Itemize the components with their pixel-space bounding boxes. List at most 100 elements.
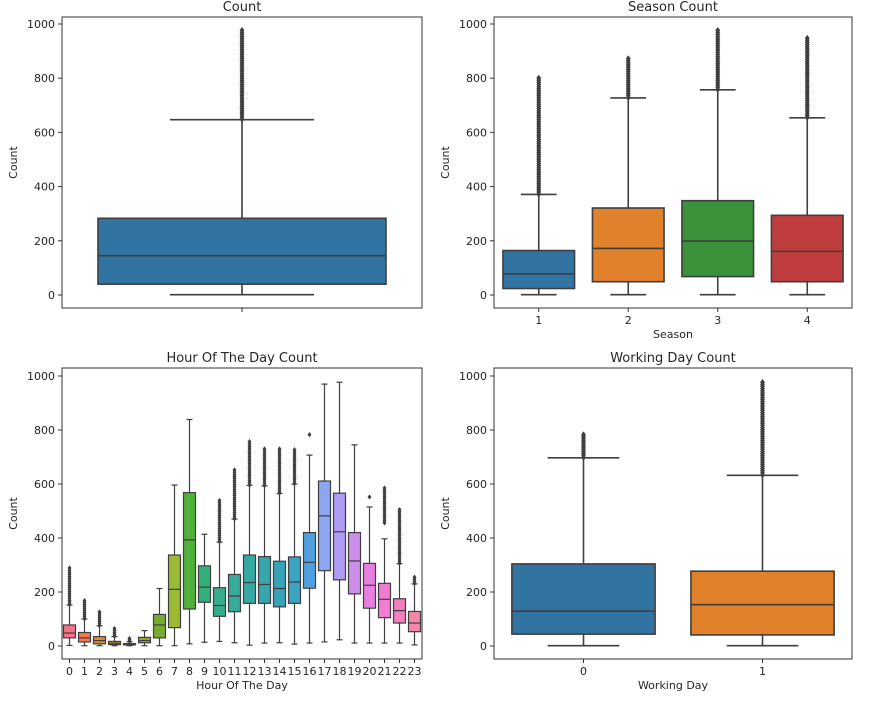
y-tick-label: 0 xyxy=(48,289,55,302)
box-2 xyxy=(591,55,665,296)
y-tick-label: 200 xyxy=(34,586,55,599)
y-tick-label: 800 xyxy=(466,72,487,85)
chart-title: Count xyxy=(223,0,262,15)
y-tick-label: 600 xyxy=(34,478,55,491)
box-body xyxy=(681,199,755,278)
box-body xyxy=(272,560,287,608)
x-tick-label: 19 xyxy=(348,665,362,678)
box-3 xyxy=(107,625,122,647)
box-body xyxy=(62,624,77,639)
box-9 xyxy=(197,533,212,643)
box-23 xyxy=(407,574,422,646)
box-body xyxy=(770,214,844,283)
box-2 xyxy=(92,609,107,647)
x-tick-label: 7 xyxy=(171,665,178,678)
box-18 xyxy=(332,381,347,641)
outlier-point xyxy=(397,507,402,513)
x-tick-label: 10 xyxy=(213,665,227,678)
box-body xyxy=(377,582,392,619)
outlier-point xyxy=(715,27,721,34)
box-11 xyxy=(227,467,242,644)
y-tick-label: 400 xyxy=(466,532,487,545)
box-body xyxy=(77,631,92,643)
outlier-point xyxy=(247,439,252,445)
box-19 xyxy=(347,444,362,644)
y-axis-label: Count xyxy=(7,145,20,178)
axes-frame xyxy=(61,367,423,660)
y-tick-label: 0 xyxy=(480,289,487,302)
x-tick-label: 21 xyxy=(378,665,392,678)
box-1 xyxy=(502,74,576,296)
box-0 xyxy=(62,565,77,647)
panel-working-day-count: Working Day Count 0 200 400 600 800 1000 Count 0… xyxy=(439,351,853,692)
box-21 xyxy=(377,485,392,644)
chart-title: Season Count xyxy=(628,0,718,15)
panel-hour-of-the-day-count: Hour Of The Day Count02004006008001000Co… xyxy=(7,351,423,692)
x-tick-label: 1 xyxy=(535,314,542,327)
outlier-point xyxy=(112,625,117,632)
box-20 xyxy=(362,494,377,644)
box-1 xyxy=(690,379,835,647)
x-axis-label: Season xyxy=(653,328,693,341)
box-5 xyxy=(137,630,152,647)
box-10 xyxy=(212,497,227,643)
box-body xyxy=(227,573,242,613)
y-axis-label: Count xyxy=(439,145,452,178)
y-tick-label: 600 xyxy=(34,126,55,139)
x-tick-label: 16 xyxy=(303,665,317,678)
outlier-point xyxy=(382,485,387,491)
outlier-point xyxy=(760,379,765,386)
outlier-point xyxy=(367,494,372,500)
x-tick-label: 9 xyxy=(201,665,208,678)
outlier-point xyxy=(292,447,297,453)
outlier-point xyxy=(97,609,102,615)
x-tick-label: 4 xyxy=(126,665,133,678)
x-tick-label: 13 xyxy=(258,665,272,678)
outlier-point xyxy=(804,34,810,42)
y-tick-label: 800 xyxy=(34,424,55,437)
x-axis-label: Working Day xyxy=(638,679,709,692)
y-tick-label: 400 xyxy=(34,181,55,194)
box-body xyxy=(511,563,656,635)
y-tick-label: 1000 xyxy=(27,370,55,383)
outlier-point xyxy=(217,497,222,504)
box-8 xyxy=(182,418,197,645)
box-12 xyxy=(242,439,257,646)
y-tick-label: 200 xyxy=(466,586,487,599)
box-4 xyxy=(770,34,844,296)
box-body xyxy=(502,249,576,290)
x-tick-label: 12 xyxy=(243,665,257,678)
x-axis-label: Hour Of The Day xyxy=(196,679,288,692)
box-6 xyxy=(152,587,167,647)
box-7 xyxy=(167,484,182,647)
x-tick-label: 18 xyxy=(333,665,347,678)
y-tick-label: 200 xyxy=(34,235,55,248)
y-tick-label: 1000 xyxy=(459,18,487,31)
y-axis-label: Count xyxy=(7,496,20,529)
box-13 xyxy=(257,446,272,644)
box-body xyxy=(152,613,167,639)
axes-frame xyxy=(61,16,423,309)
y-tick-label: 400 xyxy=(466,181,487,194)
box-body xyxy=(347,531,362,595)
box-body xyxy=(182,492,197,610)
x-tick-label: 20 xyxy=(363,665,377,678)
box-body xyxy=(197,565,212,603)
outlier-point xyxy=(232,467,237,473)
box-body xyxy=(287,556,302,604)
x-tick-label: 2 xyxy=(96,665,103,678)
x-tick-label: 8 xyxy=(186,665,193,678)
x-tick-label: 14 xyxy=(273,665,287,678)
box-body xyxy=(690,570,835,636)
x-tick-label: 3 xyxy=(714,314,721,327)
outlier-point xyxy=(277,446,282,452)
x-tick-label: 0 xyxy=(580,665,587,678)
outlier-point xyxy=(581,431,586,438)
y-tick-label: 800 xyxy=(34,72,55,85)
x-tick-label: 5 xyxy=(141,665,148,678)
y-tick-label: 0 xyxy=(480,640,487,653)
box-body xyxy=(242,554,257,604)
box-14 xyxy=(272,446,287,644)
outlier-point xyxy=(625,55,631,62)
box-body xyxy=(167,554,182,629)
